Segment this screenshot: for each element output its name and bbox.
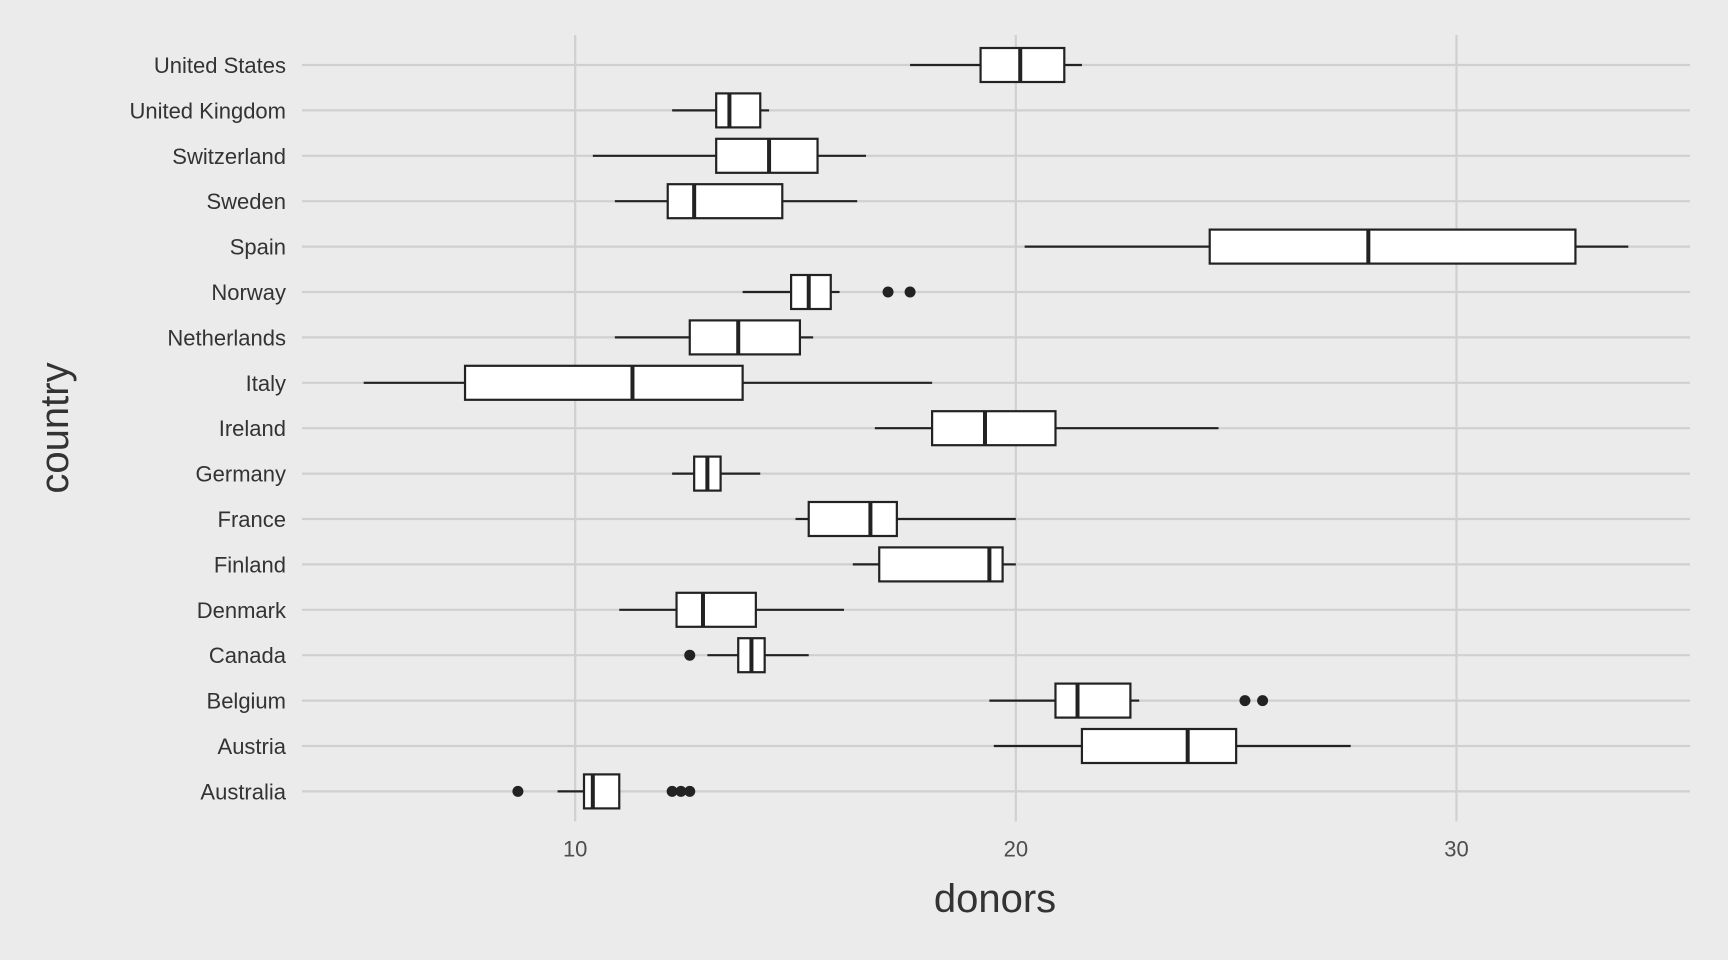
y-tick-label: Denmark — [197, 598, 287, 623]
box-group — [852, 546, 1016, 583]
outlier-point — [512, 785, 524, 797]
box-group — [989, 682, 1269, 719]
box-iqr — [675, 591, 757, 628]
outlier-point — [684, 649, 696, 661]
y-tick-label: Norway — [211, 280, 286, 305]
y-tick-label: Austria — [218, 734, 287, 759]
y-tick-label: Sweden — [206, 189, 286, 214]
y-tick-label: Finland — [214, 552, 286, 577]
box-group — [1024, 228, 1629, 265]
outlier-point — [1257, 695, 1269, 707]
box-iqr — [666, 183, 784, 220]
y-tick-labels: United States United Kingdom Switzerland Sw… — [129, 53, 287, 804]
y-tick-label: France — [218, 507, 286, 532]
outlier-point — [882, 286, 894, 298]
box-group — [672, 455, 761, 492]
y-tick-label: Italy — [246, 371, 286, 396]
x-tick-label: 20 — [1004, 836, 1028, 861]
outlier-point — [1239, 695, 1251, 707]
y-tick-label: Germany — [196, 462, 286, 487]
box-group — [795, 500, 1016, 538]
box-iqr — [688, 319, 802, 356]
box-group — [614, 319, 814, 356]
box-group — [512, 773, 696, 810]
y-tick-label: Ireland — [219, 416, 286, 441]
box-iqr — [1054, 682, 1132, 719]
box-iqr — [715, 92, 762, 129]
box-group — [993, 727, 1351, 765]
y-tick-label: Netherlands — [167, 325, 286, 350]
y-axis-title: country — [33, 362, 77, 493]
box-iqr — [807, 500, 898, 538]
y-tick-label: Canada — [209, 643, 287, 668]
box-group — [684, 637, 809, 674]
box-iqr — [463, 364, 744, 401]
box-iqr — [790, 273, 832, 311]
box-group — [672, 92, 770, 129]
y-tick-label: United Kingdom — [129, 98, 286, 123]
y-tick-label: Spain — [230, 235, 286, 260]
boxes — [363, 46, 1629, 810]
x-tick-labels: 10 20 30 — [563, 836, 1469, 861]
box-group — [363, 364, 933, 401]
y-tick-label: Switzerland — [172, 144, 286, 169]
x-tick-label: 30 — [1444, 836, 1468, 861]
box-group — [910, 46, 1082, 84]
box-iqr — [1080, 727, 1238, 765]
x-axis-title: donors — [934, 877, 1056, 921]
y-tick-label: United States — [154, 53, 286, 78]
outlier-point — [675, 785, 687, 797]
box-iqr — [1208, 228, 1577, 265]
outlier-point — [666, 785, 678, 797]
box-group — [742, 273, 916, 311]
outlier-point — [904, 286, 916, 298]
box-group — [619, 591, 844, 628]
outlier-point — [684, 785, 696, 797]
y-tick-label: Belgium — [207, 689, 286, 714]
box-iqr — [931, 410, 1057, 447]
box-iqr — [979, 46, 1066, 84]
box-iqr — [878, 546, 1004, 583]
box-group — [614, 183, 858, 220]
box-group — [874, 410, 1219, 447]
box-iqr — [715, 137, 819, 174]
box-iqr — [582, 773, 621, 810]
box-group — [592, 137, 867, 174]
x-tick-label: 10 — [563, 836, 587, 861]
y-tick-label: Australia — [200, 779, 286, 804]
